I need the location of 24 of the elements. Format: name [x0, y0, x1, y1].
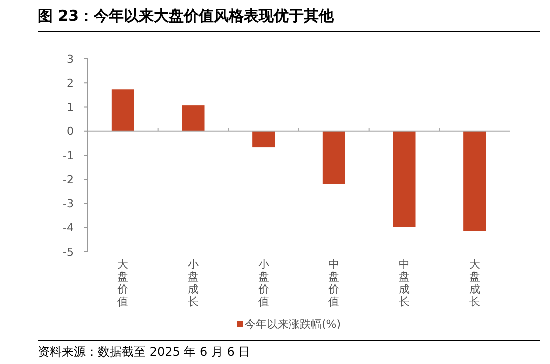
text: 资料来源：数据截至 2025 年 6 月 6 日: [38, 345, 251, 359]
legend-label: 今年以来涨跌幅(%): [245, 318, 342, 331]
x-tick-label: 中盘价值: [328, 258, 340, 308]
chart-title: 图 23：今年以来大盘价值风格表现优于其他: [38, 7, 336, 25]
y-tick-label: -2: [63, 173, 74, 186]
bar: [464, 131, 486, 232]
y-tick-label: -5: [63, 246, 74, 259]
x-tick-label: 中盘成长: [399, 258, 410, 308]
y-tick-label: -3: [63, 198, 74, 211]
y-tick-label: 3: [67, 52, 74, 66]
x-tick-label: 小盘价值: [257, 258, 270, 308]
x-tick-label: 小盘成长: [188, 258, 199, 308]
bar: [322, 131, 346, 184]
y-tick-label: -4: [63, 222, 74, 235]
bar: [252, 131, 276, 148]
x-tick-label: 大盘价值: [116, 258, 129, 308]
y-tick-label: -1: [63, 149, 74, 162]
x-tick-label: 大盘成长: [469, 258, 480, 308]
bar: [112, 90, 134, 132]
y-tick-label: 1: [67, 101, 74, 114]
y-tick-label: 2: [67, 76, 74, 90]
bar: [182, 106, 205, 132]
y-tick-label: 0: [67, 125, 74, 138]
bar: [393, 131, 416, 228]
